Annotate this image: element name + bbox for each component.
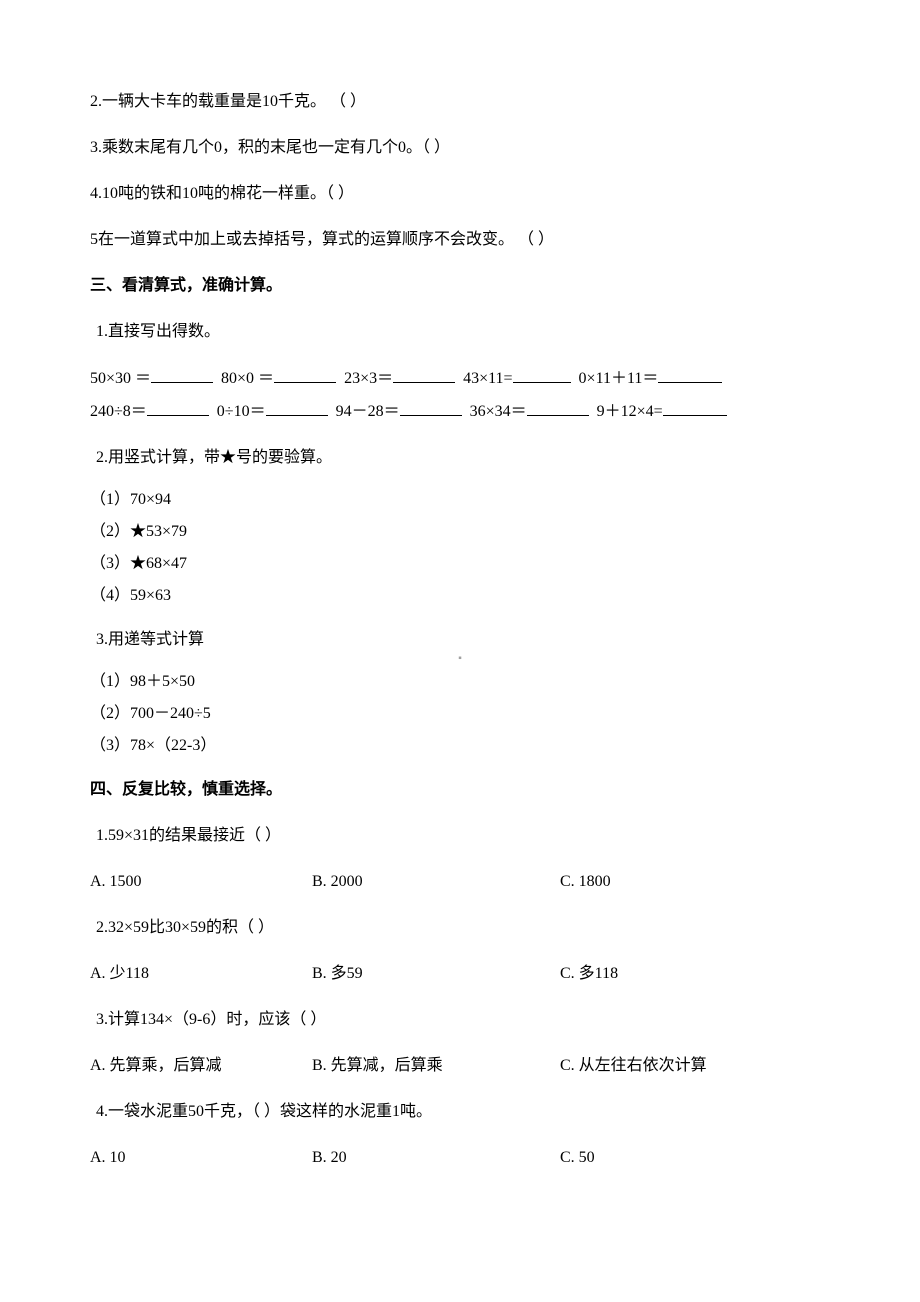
blank-2-3 [400, 399, 462, 416]
s4-q4-a: A. 10 [90, 1146, 312, 1170]
s3-q2-i3: （3）★68×47 [90, 552, 830, 576]
s3-q3-i1: （1）98＋5×50 [90, 670, 830, 694]
s4-q1-b: B. 2000 [312, 870, 560, 894]
expr-1-2: 80×0 ＝ [221, 370, 274, 387]
expr-2-2: 0÷10＝ [217, 403, 266, 420]
expr-2-1: 240÷8＝ [90, 403, 147, 420]
tf-q3: 3.乘数末尾有几个0，积的末尾也一定有几个0。（ ） [90, 136, 830, 160]
s4-q2-b: B. 多59 [312, 962, 560, 986]
section3-title: 三、看清算式，准确计算。 [90, 274, 830, 298]
expr-1-4: 43×11= [463, 370, 512, 387]
blank-1-4 [513, 366, 571, 383]
expr-1-5: 0×11＋11＝ [579, 370, 659, 387]
s3-q3-i3: （3）78×（22-3） [90, 734, 830, 758]
s4-q3-b: B. 先算减，后算乘 [312, 1054, 560, 1078]
calc-row-1: 50×30 ＝ 80×0 ＝ 23×3＝ 43×11= 0×11＋11＝ [90, 366, 830, 391]
blank-2-1 [147, 399, 209, 416]
s4-q3-choices: A. 先算乘，后算减 B. 先算减，后算乘 C. 从左往右依次计算 [90, 1054, 830, 1078]
tf-q4: 4.10吨的铁和10吨的棉花一样重。（ ） [90, 182, 830, 206]
s4-q3-a: A. 先算乘，后算减 [90, 1054, 312, 1078]
expr-1-3: 23×3＝ [344, 370, 393, 387]
s4-q3-stem: 3.计算134×（9-6）时，应该（ ） [90, 1008, 830, 1032]
s4-q1-stem: 1.59×31的结果最接近（ ） [90, 824, 830, 848]
s4-q3-c: C. 从左往右依次计算 [560, 1054, 707, 1078]
section4-title: 四、反复比较，慎重选择。 [90, 778, 830, 802]
s4-q2-stem: 2.32×59比30×59的积（ ） [90, 916, 830, 940]
s4-q2-a: A. 少118 [90, 962, 312, 986]
expr-2-4: 36×34＝ [470, 403, 527, 420]
s3-q2-i4: （4）59×63 [90, 584, 830, 608]
section3-q2-title: 2.用竖式计算，带★号的要验算。 [90, 446, 830, 470]
calc-row-2: 240÷8＝ 0÷10＝ 94－28＝ 36×34＝ 9＋12×4= [90, 399, 830, 424]
expr-2-3: 94－28＝ [336, 403, 400, 420]
s4-q1-a: A. 1500 [90, 870, 312, 894]
s4-q1-c: C. 1800 [560, 870, 611, 894]
expr-1-1: 50×30 ＝ [90, 370, 151, 387]
blank-2-2 [266, 399, 328, 416]
s4-q4-stem: 4.一袋水泥重50千克，（ ）袋这样的水泥重1吨。 [90, 1100, 830, 1124]
s4-q1-choices: A. 1500 B. 2000 C. 1800 [90, 870, 830, 894]
page: 2.一辆大卡车的载重量是10千克。 （ ） 3.乘数末尾有几个0，积的末尾也一定… [0, 0, 920, 1302]
blank-1-3 [393, 366, 455, 383]
s4-q4-b: B. 20 [312, 1146, 560, 1170]
tf-q5: 5在一道算式中加上或去掉括号，算式的运算顺序不会改变。 （ ） [90, 228, 830, 252]
s4-q2-c: C. 多118 [560, 962, 618, 986]
section3-q2-items: （1）70×94 （2）★53×79 （3）★68×47 （4）59×63 [90, 488, 830, 608]
page-center-marker: ▪ [458, 651, 462, 666]
blank-1-1 [151, 366, 213, 383]
blank-1-2 [274, 366, 336, 383]
s3-q3-i2: （2）700－240÷5 [90, 702, 830, 726]
s4-q4-c: C. 50 [560, 1146, 595, 1170]
section3-q3-items: （1）98＋5×50 （2）700－240÷5 （3）78×（22-3） [90, 670, 830, 758]
blank-1-5 [658, 366, 722, 383]
s3-q2-i2: （2）★53×79 [90, 520, 830, 544]
s3-q2-i1: （1）70×94 [90, 488, 830, 512]
tf-q2: 2.一辆大卡车的载重量是10千克。 （ ） [90, 90, 830, 114]
s4-q4-choices: A. 10 B. 20 C. 50 [90, 1146, 830, 1170]
expr-2-5: 9＋12×4= [597, 403, 663, 420]
section3-q1-title: 1.直接写出得数。 [90, 320, 830, 344]
blank-2-5 [663, 399, 727, 416]
s4-q2-choices: A. 少118 B. 多59 C. 多118 [90, 962, 830, 986]
blank-2-4 [527, 399, 589, 416]
section3-q3-title: 3.用递等式计算 [90, 628, 830, 652]
